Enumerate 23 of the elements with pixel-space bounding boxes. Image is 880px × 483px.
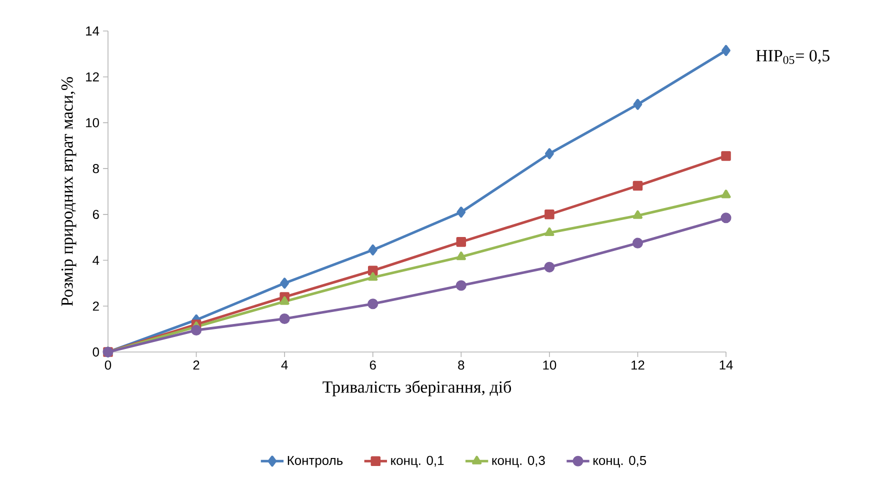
legend-label: Контроль [288, 456, 343, 468]
y-tick-label: 8 [92, 164, 99, 174]
x-tick-label: 6 [370, 360, 376, 370]
y-tick-label: 6 [92, 210, 99, 220]
y-tick-label: 4 [92, 256, 100, 265]
x-tick-label: 4 [281, 360, 288, 370]
legend-label: конц. 0,3 [492, 456, 545, 468]
y-tick-label: 12 [86, 72, 99, 82]
y-tick-label: 0 [92, 347, 99, 357]
x-tick-label: 2 [193, 360, 200, 370]
x-axis-title: Тривалість зберігання, діб [322, 380, 511, 396]
legend-label: конц. 0,1 [391, 456, 444, 468]
text: НІР$_{05}$= 0,5 [756, 50, 830, 64]
legend-label: конц. 0,5 [593, 456, 646, 468]
y-tick-label: 14 [86, 26, 100, 36]
y-tick-label: 10 [86, 118, 99, 128]
x-tick-label: 10 [543, 360, 556, 370]
y-axis-title: Розмір природних втрат маси,% [61, 77, 76, 306]
x-tick-label: 0 [104, 360, 112, 370]
x-tick-label: 12 [632, 360, 644, 370]
x-tick-label: 14 [720, 360, 733, 370]
x-tick-label: 8 [458, 360, 464, 370]
y-tick-label: 2 [92, 302, 99, 311]
